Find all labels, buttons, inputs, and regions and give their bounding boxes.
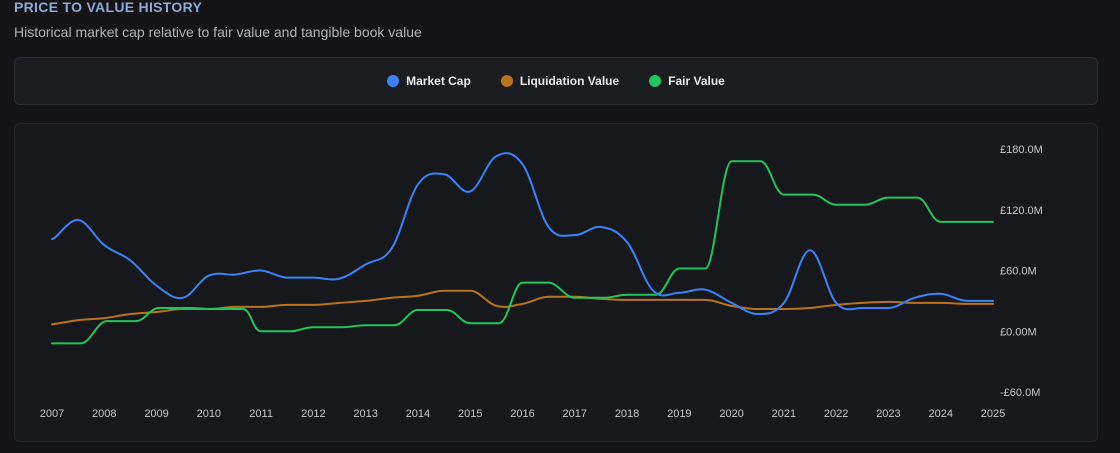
x-tick-label: 2018 [615, 408, 639, 420]
legend-label-fair-value: Fair Value [668, 74, 725, 88]
x-tick-label: 2023 [876, 408, 900, 420]
x-tick-label: 2025 [981, 408, 1005, 420]
x-tick-label: 2017 [563, 408, 587, 420]
x-tick-label: 2014 [406, 408, 430, 420]
x-tick-label: 2012 [301, 408, 325, 420]
x-tick-label: 2021 [772, 408, 796, 420]
x-tick-label: 2010 [197, 408, 221, 420]
legend-label-market-cap: Market Cap [406, 74, 471, 88]
x-tick-label: 2022 [824, 408, 848, 420]
y-tick-label: £120.0M [1000, 205, 1043, 217]
legend-label-liquidation-value: Liquidation Value [519, 74, 620, 88]
y-tick-label: £180.0M [1000, 144, 1043, 156]
x-tick-label: 2013 [353, 408, 377, 420]
section-subtitle: Historical market cap relative to fair v… [14, 24, 422, 40]
x-tick-label: 2011 [249, 408, 273, 420]
x-tick-label: 2020 [719, 408, 743, 420]
y-tick-label: -£60.0M [1000, 387, 1040, 399]
legend-item-market-cap[interactable]: Market Cap [387, 74, 471, 88]
y-tick-label: £0.00M [1000, 326, 1037, 338]
x-tick-label: 2019 [667, 408, 691, 420]
chart-legend: Market Cap Liquidation Value Fair Value [14, 57, 1098, 105]
series-line-market-cap[interactable] [51, 152, 994, 316]
legend-dot-fair-value [649, 75, 662, 87]
x-tick-label: 2015 [458, 408, 482, 420]
x-tick-label: 2024 [928, 408, 952, 420]
legend-item-liquidation-value[interactable]: Liquidation Value [500, 74, 620, 88]
series-line-fair-value[interactable] [51, 160, 994, 345]
legend-dot-liquidation-value [500, 75, 513, 87]
section-title: PRICE TO VALUE HISTORY [14, 0, 203, 15]
legend-dot-market-cap [387, 75, 400, 87]
x-tick-label: 2007 [40, 408, 64, 420]
x-tick-label: 2009 [144, 408, 168, 420]
x-tick-label: 2008 [92, 408, 116, 420]
y-tick-label: £60.0M [1000, 266, 1037, 278]
chart-area[interactable]: £180.0M £120.0M £60.0M £0.00M -£60.0M 2007 200… [14, 123, 1098, 442]
line-chart[interactable]: £180.0M £120.0M £60.0M £0.00M -£60.0M 2007 200… [15, 124, 1098, 442]
legend-item-fair-value[interactable]: Fair Value [649, 74, 725, 88]
x-tick-label: 2016 [510, 408, 534, 420]
